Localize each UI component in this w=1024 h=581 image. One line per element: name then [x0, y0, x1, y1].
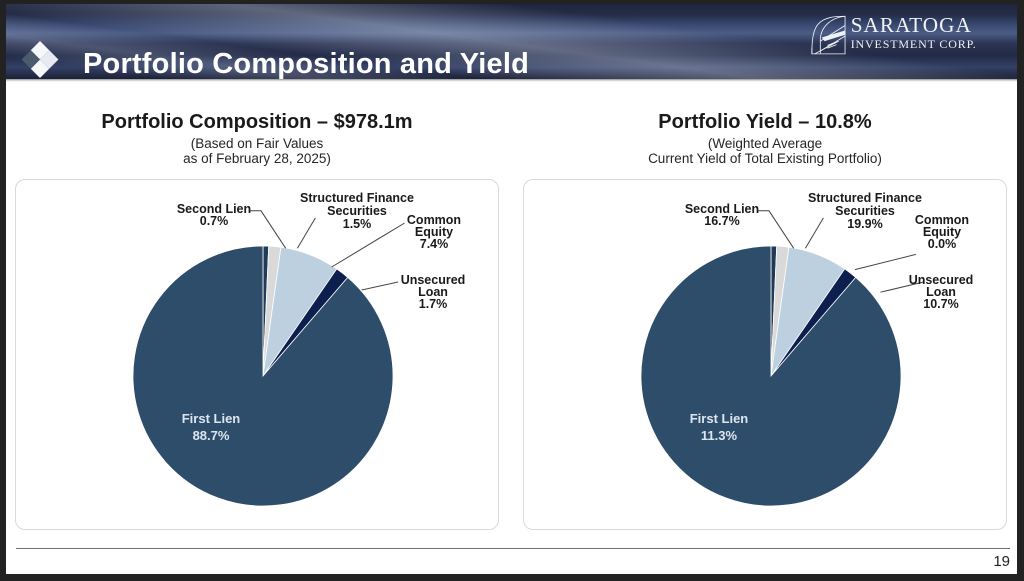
- svg-text:Securities: Securities: [327, 204, 387, 218]
- svg-text:Structured Finance: Structured Finance: [808, 191, 922, 205]
- svg-text:1.7%: 1.7%: [419, 297, 448, 311]
- svg-text:7.4%: 7.4%: [420, 237, 449, 251]
- svg-text:INVESTMENT CORP.: INVESTMENT CORP.: [851, 37, 977, 51]
- svg-text:SARATOGA: SARATOGA: [851, 13, 972, 37]
- svg-text:First Lien: First Lien: [690, 411, 749, 426]
- svg-text:10.7%: 10.7%: [923, 297, 958, 311]
- svg-text:Structured Finance: Structured Finance: [300, 191, 414, 205]
- svg-text:0.7%: 0.7%: [200, 214, 229, 228]
- svg-text:16.7%: 16.7%: [704, 214, 739, 228]
- svg-text:Securities: Securities: [835, 204, 895, 218]
- svg-text:11.3%: 11.3%: [701, 428, 738, 443]
- svg-text:19.9%: 19.9%: [847, 217, 882, 231]
- svg-text:1.5%: 1.5%: [343, 217, 372, 231]
- svg-text:First Lien: First Lien: [182, 411, 241, 426]
- svg-text:0.0%: 0.0%: [928, 237, 957, 251]
- svg-text:88.7%: 88.7%: [193, 428, 230, 443]
